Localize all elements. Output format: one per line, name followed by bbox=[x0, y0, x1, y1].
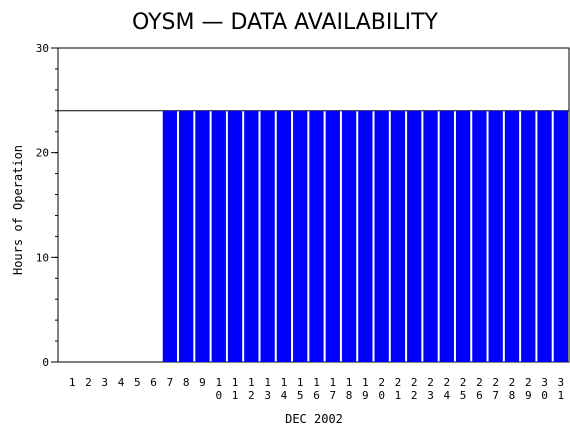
bar bbox=[455, 110, 471, 362]
x-tick-label: 1 bbox=[69, 376, 76, 389]
bar bbox=[537, 110, 552, 362]
y-tick-label: 30 bbox=[36, 42, 49, 55]
bar bbox=[179, 110, 194, 362]
bar bbox=[553, 110, 568, 362]
bar bbox=[325, 110, 340, 362]
x-tick-label: 7 bbox=[167, 376, 174, 389]
bar bbox=[293, 110, 308, 362]
bar bbox=[390, 110, 406, 362]
x-tick-label: 3 bbox=[101, 376, 108, 389]
x-tick-label: 6 bbox=[150, 376, 157, 389]
y-tick-label: 20 bbox=[36, 147, 49, 160]
x-tick-label: 9 bbox=[199, 376, 206, 389]
bar bbox=[374, 110, 389, 362]
chart-title: OYSM — DATA AVAILABILITY bbox=[132, 10, 439, 35]
y-tick-label: 0 bbox=[42, 356, 49, 369]
bar bbox=[439, 110, 454, 362]
bar bbox=[472, 110, 487, 362]
bar bbox=[309, 110, 324, 362]
x-tick-label: 5 bbox=[134, 376, 141, 389]
x-tick-label: 8 bbox=[183, 376, 190, 389]
bar bbox=[341, 110, 357, 362]
bar bbox=[521, 110, 536, 362]
bar bbox=[276, 110, 292, 362]
bar bbox=[504, 110, 520, 362]
bar bbox=[488, 110, 503, 362]
x-axis-label: DEC 2002 bbox=[285, 412, 343, 426]
bar bbox=[195, 110, 210, 362]
x-tick-label: 4 bbox=[118, 376, 125, 389]
bar bbox=[162, 110, 178, 362]
bar bbox=[244, 110, 259, 362]
bar bbox=[211, 110, 226, 362]
bar bbox=[423, 110, 438, 362]
bar bbox=[407, 110, 422, 362]
y-axis-label: Hours of Operation bbox=[11, 145, 25, 275]
x-tick-label: 2 bbox=[85, 376, 92, 389]
bar bbox=[260, 110, 275, 362]
y-tick-label: 10 bbox=[36, 251, 49, 264]
bar bbox=[358, 110, 373, 362]
bar bbox=[227, 110, 243, 362]
